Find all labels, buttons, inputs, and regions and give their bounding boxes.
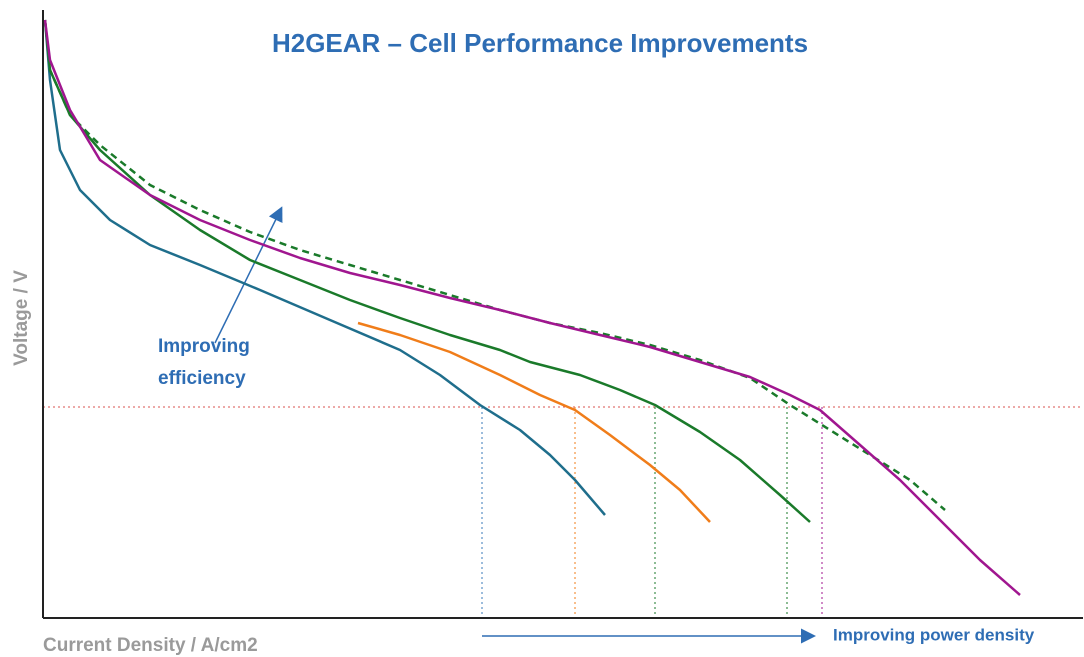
chart-title: H2GEAR – Cell Performance Improvements [272, 28, 808, 58]
arrow [214, 206, 283, 344]
line [43, 19, 1021, 596]
line [43, 19, 606, 516]
x-axis-label: Current Density / A/cm2 [43, 635, 258, 656]
annotation: Improving [158, 336, 250, 357]
line [43, 19, 946, 511]
annotation: efficiency [158, 368, 246, 389]
line [357, 321, 711, 523]
line [43, 19, 811, 523]
y-axis-label: Voltage / V [11, 270, 32, 366]
annotation: Improving power density [833, 625, 1035, 644]
